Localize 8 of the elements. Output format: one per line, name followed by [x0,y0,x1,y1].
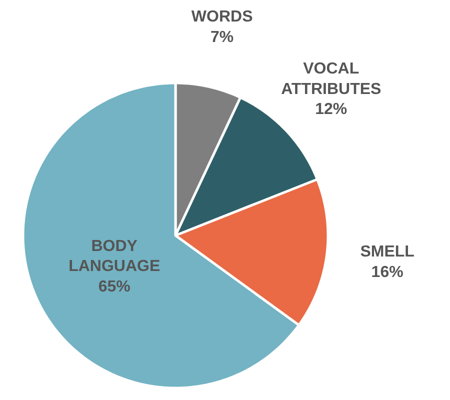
slice-label: BODY LANGUAGE [68,238,160,276]
data-label: 16% [371,264,404,281]
slice-label: VOCAL ATTRIBUTES [281,60,382,98]
slice-label: SMELL [360,244,415,261]
data-label: 12% [315,101,348,118]
data-label: 7% [210,28,234,46]
slice-label: WORDS [191,8,254,26]
data-label: 65% [98,278,130,296]
